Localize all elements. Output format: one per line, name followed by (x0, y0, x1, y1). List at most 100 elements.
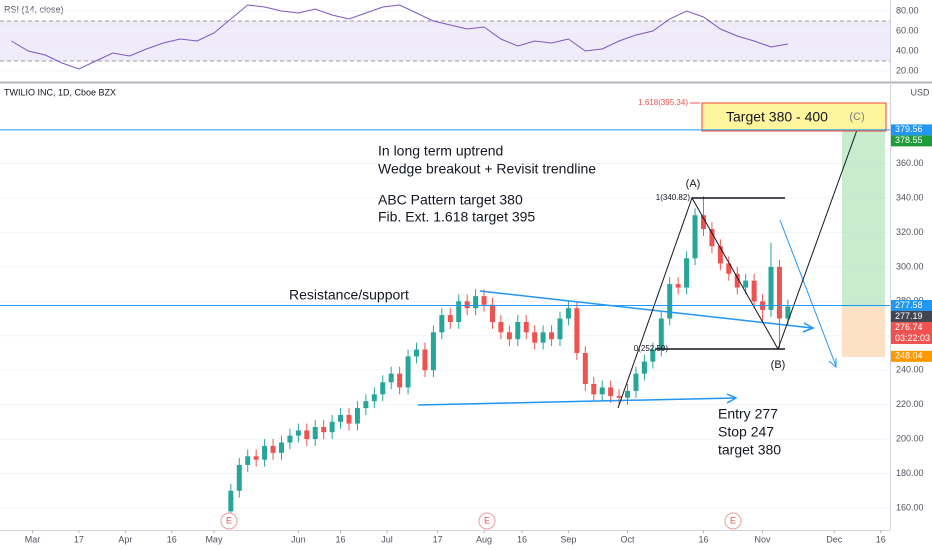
wave-label: (C) (849, 111, 864, 123)
y-tick-label: 220.00 (896, 399, 924, 409)
loss-zone (842, 307, 885, 357)
x-tick-label: 16 (336, 534, 346, 544)
candle-body (414, 349, 420, 357)
note: ABC Pattern target 380 (378, 192, 523, 208)
candle-body (700, 215, 706, 229)
drawings (220, 102, 887, 530)
candle-body (776, 266, 782, 319)
currency: USD (910, 87, 930, 97)
y-tick-label: 20.00 (896, 65, 919, 75)
candle-body (726, 263, 732, 274)
candle-body (397, 373, 403, 388)
x-tick-label: 16 (698, 534, 708, 544)
resistance-label: Resistance/support (289, 287, 409, 303)
x-tick-label: Dec (826, 534, 843, 544)
fib-label: 0(252.59) (634, 344, 669, 353)
candle-body (253, 456, 259, 460)
x-tick-label: 17 (74, 534, 84, 544)
candle-body (768, 266, 774, 310)
candle-body (371, 394, 377, 402)
candle-body (565, 308, 571, 319)
arrow-head (726, 393, 738, 404)
candle-body (709, 228, 715, 247)
price-tag-label: 276.74 (895, 322, 923, 332)
price-tag-label: 379.56 (895, 124, 923, 134)
wave-label: (A) (686, 178, 701, 190)
candle-body (464, 301, 470, 309)
candle-body (481, 296, 487, 305)
wave-label: (B) (771, 359, 786, 371)
candle-body (262, 445, 268, 460)
candle-body (532, 332, 538, 343)
y-tick-label: 80.00 (896, 5, 919, 15)
candle-body (287, 435, 293, 443)
fib-label: 1(340.82) (656, 193, 691, 202)
trend-line (417, 397, 736, 406)
candle-body (557, 318, 563, 340)
candle-body (295, 430, 301, 436)
x-tick-label: Sep (560, 534, 576, 544)
price-tag-label: 277.19 (895, 311, 923, 321)
abc-path (617, 129, 858, 409)
candle-body (329, 421, 335, 433)
trend-line (779, 219, 837, 367)
candle-body (422, 349, 428, 371)
candle-body (388, 373, 394, 383)
y-tick-label: 200.00 (896, 433, 924, 443)
candle-body (338, 414, 344, 422)
fib-label: 1.618(395.34) (638, 98, 688, 107)
candle-body (608, 387, 614, 397)
candle-body (574, 308, 580, 353)
x-tick-label: Mar (25, 534, 41, 544)
candle-body (321, 427, 327, 433)
x-tick-label: Aug (476, 534, 492, 544)
rsi-band (0, 21, 890, 61)
candle-body (785, 306, 791, 319)
candle-body (599, 387, 605, 395)
price-tag (891, 124, 932, 136)
candle-body (549, 332, 555, 340)
candle-body (236, 464, 242, 491)
candle-body (540, 332, 546, 343)
candle-body (304, 430, 310, 440)
symbol-label: TWILIO INC, 1D, Cboe BZX (4, 87, 116, 97)
candle-body (667, 284, 673, 319)
price-tag (891, 299, 932, 311)
y-tick-label: 160.00 (896, 502, 924, 512)
x-tick-label: Nov (755, 534, 772, 544)
candle-body (616, 396, 622, 398)
candle-body (734, 273, 740, 288)
earnings-marker (220, 512, 238, 530)
price-tag-label: 378.55 (895, 135, 923, 145)
candle-body (743, 280, 749, 288)
candle-body (354, 408, 360, 424)
target-box (701, 102, 887, 132)
y-tick-label: 180.00 (896, 468, 924, 478)
y-tick-label: 320.00 (896, 227, 924, 237)
candle-body (439, 315, 445, 333)
candle-body (675, 284, 681, 288)
candle-body (633, 373, 639, 391)
x-tick-label: Apr (118, 534, 132, 544)
rsi-line (11, 4, 788, 70)
x-tick-label: 16 (517, 534, 527, 544)
x-tick-label: Jul (381, 534, 393, 544)
candle-body (684, 258, 690, 288)
candle-body (489, 304, 495, 322)
candle-body (473, 296, 479, 309)
candle-body (312, 427, 318, 440)
candle-body (658, 318, 664, 350)
trade-label: Entry 277 (718, 406, 778, 422)
price-tag (891, 350, 932, 362)
price-tag-label: 277.58 (895, 300, 923, 310)
candle-body (405, 356, 411, 388)
earnings-label: E (484, 515, 490, 525)
price-tag-label: 248.04 (895, 351, 923, 361)
earnings-marker (724, 512, 742, 530)
trade-label: Stop 247 (718, 424, 774, 440)
rsi-label: RSI (14, close) (4, 4, 64, 14)
candle-body (245, 456, 251, 465)
candle-body (430, 332, 436, 371)
